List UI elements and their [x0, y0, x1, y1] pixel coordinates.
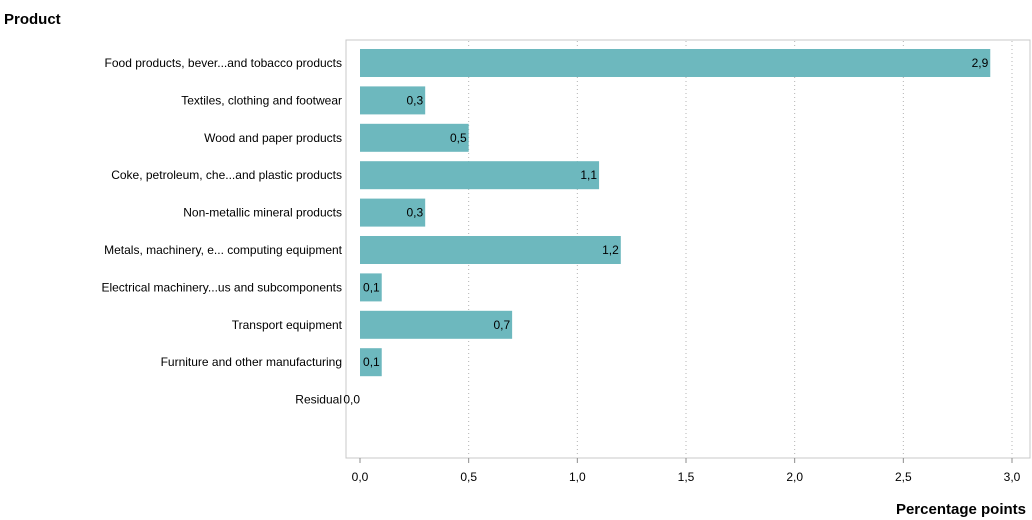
- x-axis-ticks: 0,0 0,5 1,0 1,5 2,0 2,5 3,0: [352, 458, 1021, 484]
- data-label: 0,7: [493, 318, 510, 332]
- bar: [360, 348, 382, 377]
- category-label: Wood and paper products: [204, 131, 342, 145]
- data-label: 0,1: [363, 355, 380, 369]
- data-label: 0,5: [450, 131, 467, 145]
- data-label: 0,3: [407, 206, 424, 220]
- bar: [360, 273, 382, 302]
- bar: [360, 198, 426, 227]
- data-label: 1,2: [602, 243, 619, 257]
- bar: [360, 161, 600, 190]
- data-label: 2,9: [972, 56, 989, 70]
- x-tick-label: 2,5: [895, 470, 912, 484]
- bar: [360, 123, 469, 152]
- bar: [360, 86, 426, 115]
- x-tick-label: 3,0: [1004, 470, 1021, 484]
- data-label: 0,1: [363, 280, 380, 294]
- category-label: Furniture and other manufacturing: [161, 355, 342, 369]
- category-label: Non-metallic mineral products: [183, 206, 342, 220]
- x-axis-title: Percentage points: [896, 501, 1026, 518]
- data-label: 0,3: [407, 93, 424, 107]
- category-label: Transport equipment: [232, 318, 343, 332]
- category-label: Textiles, clothing and footwear: [181, 93, 342, 107]
- x-tick-label: 0,0: [352, 470, 369, 484]
- data-label: 1,1: [580, 168, 597, 182]
- category-label: Coke, petroleum, che...and plastic produ…: [111, 168, 342, 182]
- category-labels: Food products, bever...and tobacco produ…: [101, 56, 988, 407]
- category-label: Electrical machinery...us and subcompone…: [101, 280, 342, 294]
- x-tick-label: 0,5: [460, 470, 477, 484]
- category-label: Food products, bever...and tobacco produ…: [105, 56, 342, 70]
- x-tick-label: 2,0: [786, 470, 803, 484]
- bar: [360, 236, 621, 264]
- data-label: 0,0: [343, 393, 360, 407]
- category-label: Metals, machinery, e... computing equipm…: [104, 243, 343, 257]
- category-label: Residual: [295, 393, 342, 407]
- bars: [360, 49, 991, 377]
- x-tick-label: 1,5: [678, 470, 695, 484]
- bar: [360, 310, 513, 339]
- chart-title: Product: [4, 11, 61, 28]
- bar: [360, 49, 991, 77]
- plot-frame: [345, 39, 1031, 459]
- x-tick-label: 1,0: [569, 470, 586, 484]
